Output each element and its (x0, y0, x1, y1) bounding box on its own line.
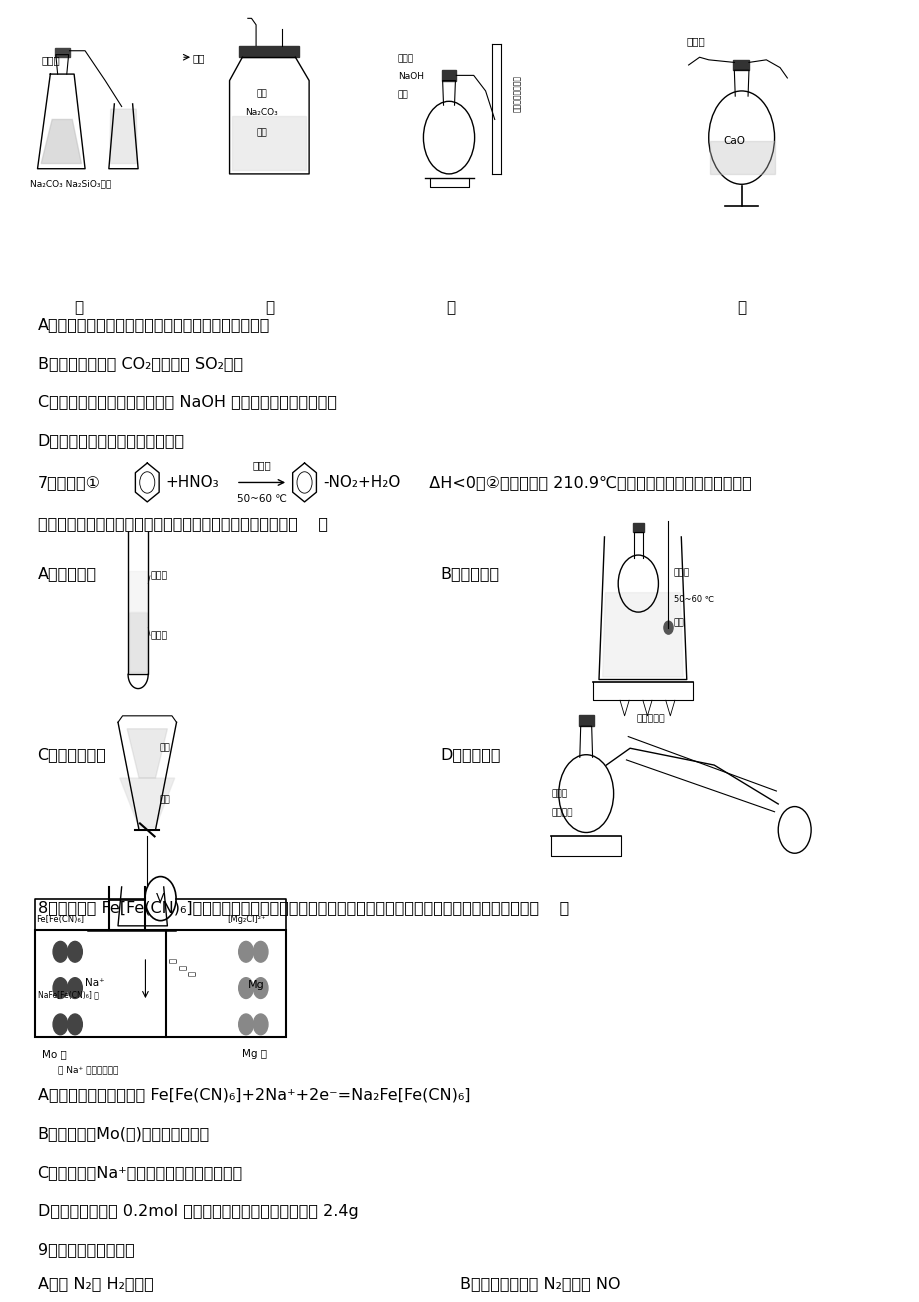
Text: Na⁺: Na⁺ (85, 978, 105, 988)
Circle shape (253, 941, 267, 962)
Circle shape (53, 1014, 68, 1035)
Text: Fe[Fe(CN)₆]: Fe[Fe(CN)₆] (37, 915, 85, 924)
Text: 50~60 ℃: 50~60 ℃ (674, 595, 713, 604)
Text: A．放电时，正极反应为 Fe[Fe(CN)₆]+2Na⁺+2e⁻=Na₂Fe[Fe(CN)₆]: A．放电时，正极反应为 Fe[Fe(CN)₆]+2Na⁺+2e⁻=Na₂Fe[F… (38, 1087, 470, 1101)
Circle shape (68, 978, 82, 999)
Text: Na₂CO₃ Na₂SiO₃溶液: Na₂CO₃ Na₂SiO₃溶液 (30, 180, 111, 189)
Circle shape (238, 978, 253, 999)
Text: 饱和: 饱和 (255, 89, 267, 98)
Text: 浓硫酸: 浓硫酸 (252, 461, 271, 470)
Text: 7、已知：①: 7、已知：① (38, 475, 100, 490)
Text: 含 Na⁺ 的有机电解质: 含 Na⁺ 的有机电解质 (58, 1065, 118, 1074)
Text: D．蔗馏提纯: D．蔗馏提纯 (439, 747, 500, 762)
Text: 溶液: 溶液 (255, 128, 267, 137)
Text: 膜: 膜 (187, 971, 197, 975)
Text: A．甲装置可比较硫、碳、硅三种元素的非金属性强弱: A．甲装置可比较硫、碳、硅三种元素的非金属性强弱 (38, 316, 269, 332)
Text: 反应液: 反应液 (674, 569, 689, 578)
Text: 溴的四氯化碳溶液: 溴的四氯化碳溶液 (513, 76, 521, 112)
Circle shape (68, 941, 82, 962)
Text: 浓氨水: 浓氨水 (686, 36, 705, 47)
Text: 浓硫酸: 浓硫酸 (151, 631, 168, 641)
Text: 丙: 丙 (446, 299, 455, 315)
Polygon shape (109, 109, 137, 164)
Text: V: V (156, 892, 165, 905)
Text: 粗硭基苯: 粗硭基苯 (550, 809, 573, 818)
Text: 气体: 气体 (193, 53, 205, 64)
Bar (35, 930, 286, 1038)
Bar (238, 46, 299, 57)
Text: B．充电时，Mo(鐳)箔接电源的负极: B．充电时，Mo(鐳)箔接电源的负极 (38, 1126, 210, 1141)
Circle shape (664, 621, 673, 634)
Text: 浓硭酸: 浓硭酸 (151, 572, 168, 581)
Polygon shape (119, 779, 175, 827)
Text: 澳乙烷: 澳乙烷 (397, 53, 414, 62)
Text: 丁: 丁 (736, 299, 745, 315)
Text: 水层: 水层 (159, 743, 170, 753)
Polygon shape (602, 592, 683, 677)
Text: 8、以柏林绿 Fe[Fe(CN)₆]为代表的新型可充电钓离子电池，其放电工作原理如图所示。下列说法错误的是（    ）: 8、以柏林绿 Fe[Fe(CN)₆]为代表的新型可充电钓离子电池，其放电工作原理… (38, 900, 568, 915)
Bar (732, 60, 748, 70)
Circle shape (53, 978, 68, 999)
Text: +HNO₃: +HNO₃ (165, 475, 219, 490)
Circle shape (68, 1014, 82, 1035)
Text: 制取硭基苯的操作或装置（部分夹持仪器略去），正确的是（    ）: 制取硭基苯的操作或装置（部分夹持仪器略去），正确的是（ ） (38, 517, 327, 531)
Text: C．充电时，Na⁺通过交换膜从左室移向右室: C．充电时，Na⁺通过交换膜从左室移向右室 (38, 1165, 243, 1180)
Text: 空气冷凝管: 空气冷凝管 (636, 713, 664, 723)
Text: Na₂CO₃: Na₂CO₃ (245, 108, 278, 117)
Text: D．丁装置可用于实验室制备氨气: D．丁装置可用于实验室制备氨气 (38, 434, 185, 448)
Text: Mg: Mg (247, 980, 264, 991)
Text: [Mg₂Cl]²⁺: [Mg₂Cl]²⁺ (227, 915, 265, 924)
Circle shape (253, 1014, 267, 1035)
Circle shape (238, 941, 253, 962)
Text: -NO₂+H₂O: -NO₂+H₂O (323, 475, 400, 490)
Circle shape (238, 1014, 253, 1035)
Polygon shape (127, 729, 167, 779)
Text: ΔH<0；②硭基苯永点 210.9℃，蔗馏时选用空气冷凝管。下列: ΔH<0；②硭基苯永点 210.9℃，蔗馏时选用空气冷凝管。下列 (418, 475, 751, 490)
Text: 50~60 ℃: 50~60 ℃ (236, 495, 286, 504)
Text: B．水浴加热: B．水浴加热 (439, 565, 498, 581)
Text: 油层: 油层 (159, 796, 170, 805)
Text: NaFe[Fe(CN)₆] 南: NaFe[Fe(CN)₆] 南 (39, 990, 99, 999)
Polygon shape (709, 142, 774, 174)
Bar (632, 522, 643, 531)
Polygon shape (233, 116, 306, 171)
Polygon shape (129, 612, 147, 672)
Text: CaO: CaO (722, 137, 744, 147)
Text: D．外电路中通过 0.2mol 电子的电量时，负极质量变化为 2.4g: D．外电路中通过 0.2mol 电子的电量时，负极质量变化为 2.4g (38, 1203, 357, 1219)
Text: 的水: 的水 (674, 618, 684, 628)
Bar (55, 48, 70, 57)
Text: A．用 N₂和 H₂合成氨: A．用 N₂和 H₂合成氨 (38, 1276, 153, 1292)
Text: 稀硫酸: 稀硫酸 (41, 55, 60, 65)
Text: C．丙装置可用于检验澳乙烷与 NaOH 的醇溶液共热产生的乙烯: C．丙装置可用于检验澳乙烷与 NaOH 的醇溶液共热产生的乙烯 (38, 395, 336, 410)
Text: C．洗涮后分液: C．洗涮后分液 (38, 747, 107, 762)
Text: 9、属于工业固氮的是: 9、属于工业固氮的是 (38, 1242, 134, 1258)
Text: 乙: 乙 (265, 299, 274, 315)
Text: 永石、: 永石、 (550, 789, 567, 798)
Text: Mg 箔: Mg 箔 (242, 1049, 267, 1060)
Polygon shape (129, 570, 147, 612)
Text: B．闪电将空气中 N₂转化为 NO: B．闪电将空气中 N₂转化为 NO (460, 1276, 619, 1292)
Text: 甲: 甲 (74, 299, 83, 315)
Text: B．乙装置可除去 CO₂中少量的 SO₂杂质: B．乙装置可除去 CO₂中少量的 SO₂杂质 (38, 355, 243, 371)
Circle shape (253, 978, 267, 999)
Text: NaOH: NaOH (397, 72, 424, 81)
Text: 乙醇: 乙醇 (397, 90, 408, 99)
Circle shape (53, 941, 68, 962)
Text: 换: 换 (179, 966, 188, 970)
Polygon shape (41, 120, 81, 164)
Text: A．配制混酸: A．配制混酸 (38, 565, 96, 581)
Text: 交: 交 (169, 958, 178, 962)
Bar (578, 715, 593, 727)
Bar (441, 70, 456, 81)
Text: Mo 箔: Mo 箔 (42, 1049, 67, 1060)
